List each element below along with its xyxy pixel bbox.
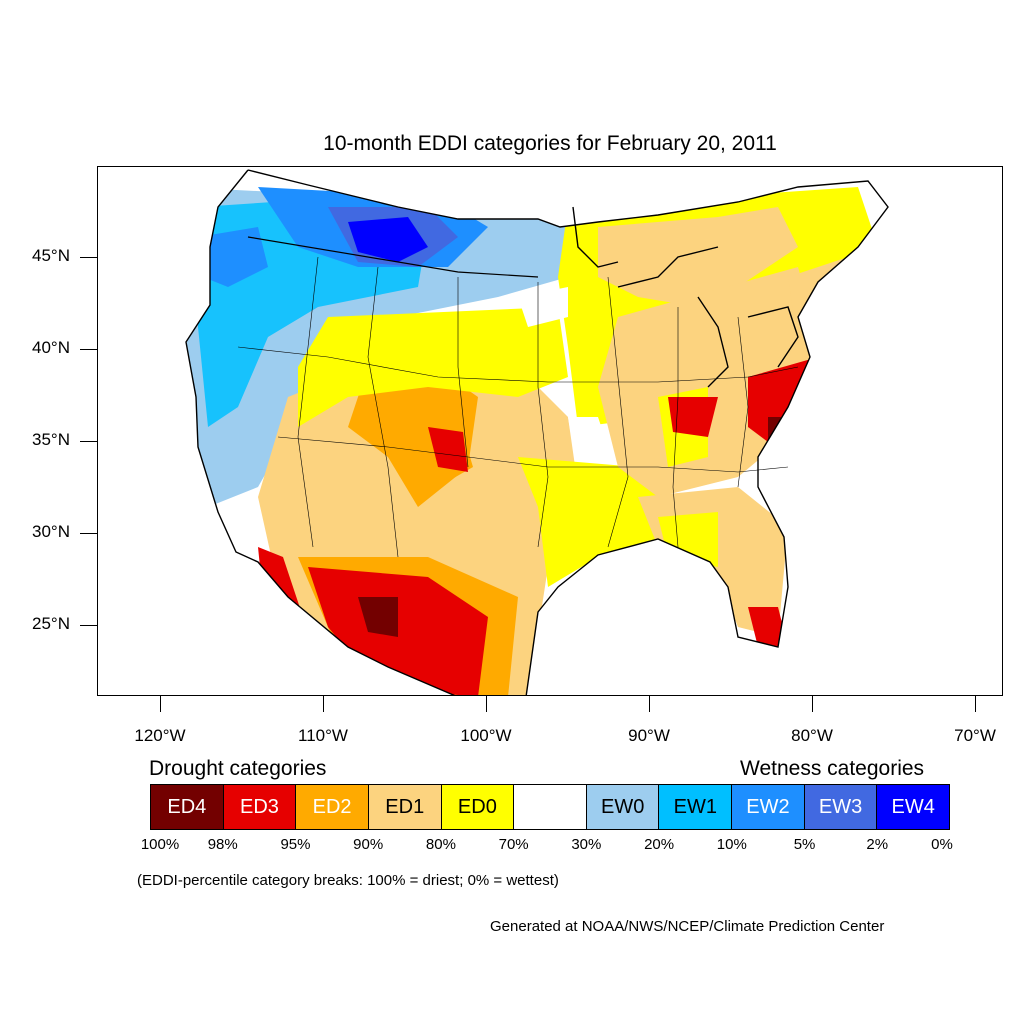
- lat-label-35: 35°N: [32, 430, 70, 449]
- legend-swatch-ed0: ED0: [441, 785, 515, 829]
- lon-label-80: 80°W: [791, 726, 833, 745]
- legend-break-label: 20%: [644, 836, 675, 853]
- lat-label-25: 25°N: [32, 614, 70, 633]
- legend-break-label: 2%: [866, 836, 889, 853]
- lon-tick-110: [323, 696, 324, 712]
- conus-region: [186, 170, 888, 695]
- lat-label-30: 30°N: [32, 522, 70, 541]
- legend-swatch-ed1: ED1: [368, 785, 442, 829]
- legend-swatch-ew2: EW2: [732, 785, 805, 829]
- legend-break-label: 70%: [498, 836, 529, 853]
- legend-break-label: 98%: [207, 836, 238, 853]
- lat-label-45: 45°N: [32, 246, 70, 265]
- legend-swatch-ed3: ED3: [223, 785, 297, 829]
- map-panel: [97, 166, 1003, 696]
- legend-break-label: 95%: [280, 836, 311, 853]
- lat-label-40: 40°N: [32, 338, 70, 357]
- legend-swatch-ew0: EW0: [586, 785, 660, 829]
- lon-tick-100: [486, 696, 487, 712]
- legend-break-label: 100%: [140, 836, 180, 853]
- category-breaks-note: (EDDI-percentile category breaks: 100% =…: [137, 872, 559, 889]
- lon-label-100: 100°W: [460, 726, 512, 745]
- state-lines: [237, 256, 799, 558]
- legend-swatch-ew4: EW4: [877, 785, 950, 829]
- eddi-map: [185, 169, 889, 695]
- lon-tick-90: [649, 696, 650, 712]
- legend-break-label: 90%: [353, 836, 384, 853]
- lon-tick-120: [160, 696, 161, 712]
- lat-tick-40: [80, 349, 97, 350]
- lat-tick-25: [80, 625, 97, 626]
- legend-swatch-ew3: EW3: [804, 785, 878, 829]
- credit-text: Generated at NOAA/NWS/NCEP/Climate Predi…: [490, 918, 885, 935]
- legend-break-label: 5%: [793, 836, 816, 853]
- lon-label-110: 110°W: [298, 726, 348, 745]
- legend-break-label: 10%: [716, 836, 747, 853]
- lat-tick-45: [80, 257, 97, 258]
- wetness-categories-heading: Wetness categories: [740, 757, 925, 780]
- legend-swatch-neutral: [514, 785, 587, 829]
- legend-color-bar: ED4 ED3 ED2 ED1 ED0 EW0 EW1 EW2 EW3 EW4: [150, 784, 950, 830]
- map-boundaries: [185, 169, 889, 695]
- lon-tick-80: [812, 696, 813, 712]
- lon-label-70: 70°W: [954, 726, 996, 745]
- legend-break-label: 80%: [425, 836, 456, 853]
- lon-label-90: 90°W: [628, 726, 670, 745]
- lat-tick-30: [80, 533, 97, 534]
- map-title: 10-month EDDI categories for February 20…: [323, 132, 777, 155]
- drought-categories-heading: Drought categories: [149, 757, 327, 780]
- lat-tick-35: [80, 441, 97, 442]
- lon-label-120: 120°W: [134, 726, 186, 745]
- lon-tick-70: [975, 696, 976, 712]
- legend-break-label: 30%: [571, 836, 602, 853]
- legend-swatch-ed4: ED4: [151, 785, 224, 829]
- legend-swatch-ew1: EW1: [659, 785, 733, 829]
- legend-break-label: 0%: [931, 836, 953, 853]
- legend-swatch-ed2: ED2: [296, 785, 369, 829]
